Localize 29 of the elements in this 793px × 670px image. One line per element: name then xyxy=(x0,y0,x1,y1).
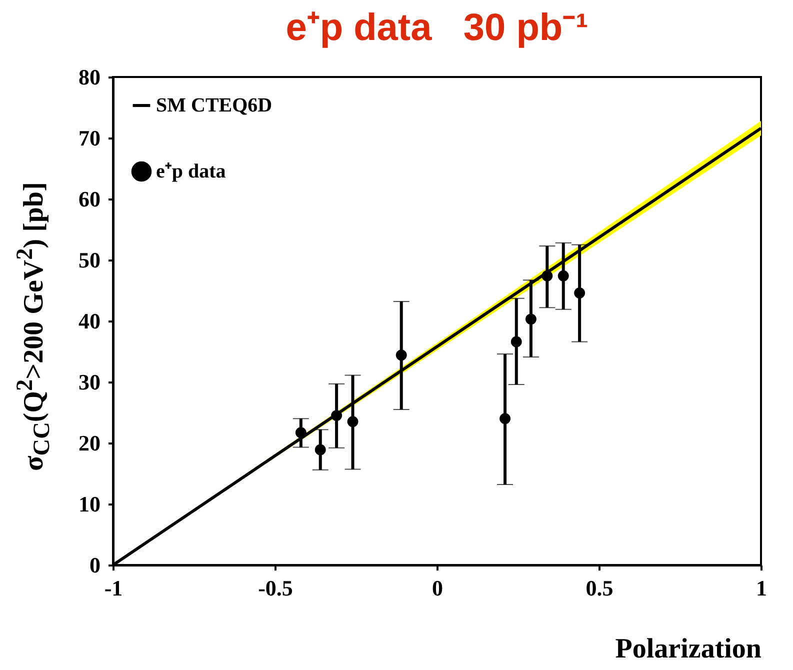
y-tick-label: 10 xyxy=(78,492,100,516)
x-tick-label: 0 xyxy=(432,576,443,600)
y-tick-label: 0 xyxy=(90,552,100,578)
y-tick-label: 30 xyxy=(78,370,100,394)
x-tick-label: -0.5 xyxy=(258,576,293,600)
point xyxy=(331,410,342,422)
x-tick-label: -1 xyxy=(104,576,123,600)
point xyxy=(314,444,326,456)
point xyxy=(558,270,569,282)
y-tick-label: 20 xyxy=(78,430,100,456)
y-tick-label: 60 xyxy=(78,186,100,212)
y-tick-label: 40 xyxy=(78,308,100,334)
x-tick-label: 0.5 xyxy=(586,576,614,600)
point xyxy=(542,270,553,282)
legend-label: e⁺p data xyxy=(156,160,226,182)
point xyxy=(347,416,358,428)
point xyxy=(500,413,511,424)
point xyxy=(396,350,407,361)
point xyxy=(295,427,306,438)
chart-title: e⁺p data 30 pb⁻¹ xyxy=(286,7,588,49)
point xyxy=(525,314,536,325)
point xyxy=(510,336,522,348)
y-tick-label: 70 xyxy=(78,126,100,150)
y-tick-label: 80 xyxy=(78,64,100,90)
x-tick-label: 1 xyxy=(756,576,767,600)
x-axis-title: Polarization xyxy=(615,634,762,664)
legend-label: SM CTEQ6D xyxy=(156,94,272,116)
point xyxy=(574,287,586,298)
y-tick-label: 50 xyxy=(78,248,100,272)
